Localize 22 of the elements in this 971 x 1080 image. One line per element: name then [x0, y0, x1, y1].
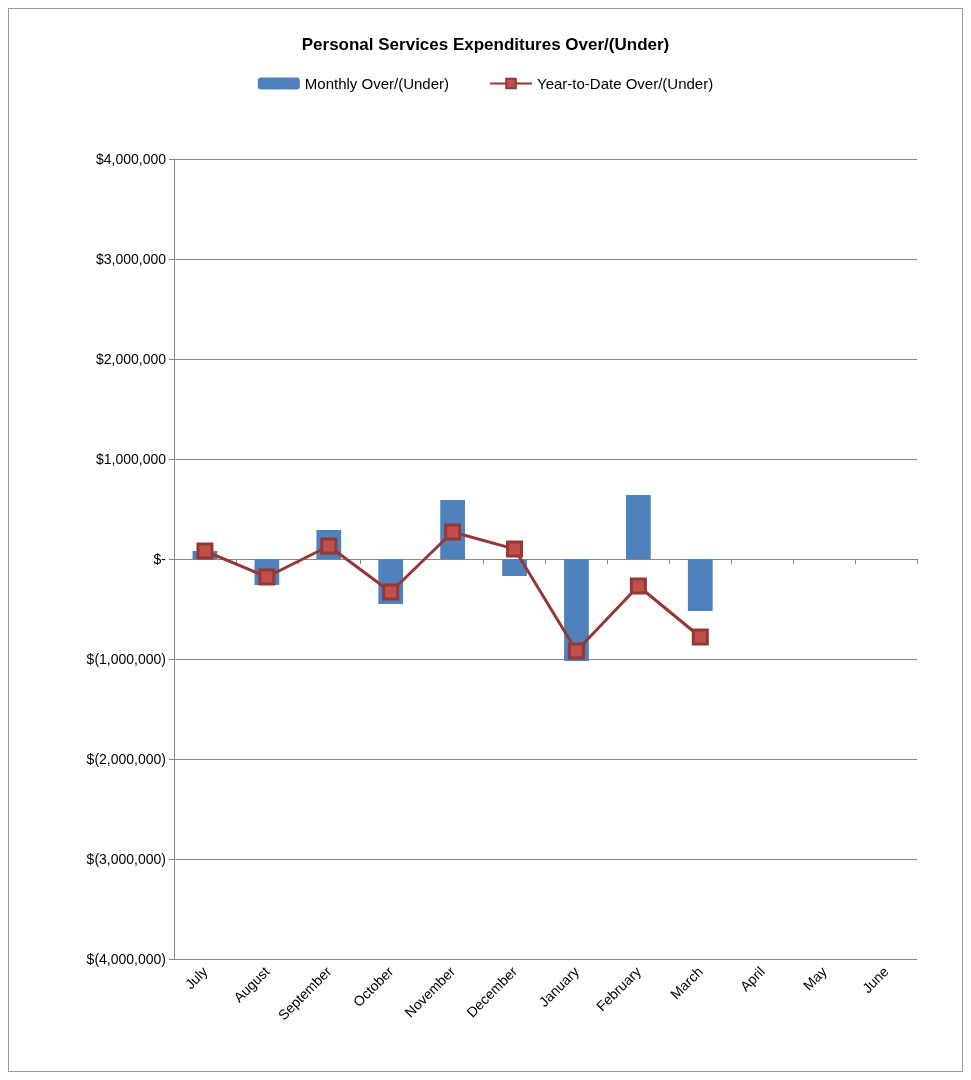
y-tick-label: $(2,000,000): [86, 751, 166, 767]
legend-label: Monthly Over/(Under): [304, 75, 450, 92]
y-tick-label: $-: [153, 551, 167, 567]
x-tick-label: July: [181, 963, 211, 993]
y-tick-label: $1,000,000: [95, 451, 167, 467]
point: [691, 628, 709, 646]
y-tick-label: $4,000,000: [95, 151, 167, 167]
bar: [502, 559, 527, 576]
legend-label: Year-to-Date Over/(Under): [537, 75, 714, 92]
y-tick-label: $2,000,000: [95, 351, 167, 367]
y-tick-label: $(4,000,000): [86, 951, 166, 967]
point: [382, 583, 400, 601]
y-tick-label: $3,000,000: [95, 251, 167, 267]
chart-title: Personal Services Expenditures Over/(Under): [301, 35, 670, 54]
point: [196, 542, 214, 560]
bar: [625, 495, 651, 559]
point: [506, 540, 524, 558]
point: [567, 642, 585, 660]
point: [629, 577, 647, 595]
y-tick-label: $(3,000,000): [86, 851, 166, 867]
bar: [687, 559, 713, 611]
y-tick-label: $(1,000,000): [86, 651, 166, 667]
